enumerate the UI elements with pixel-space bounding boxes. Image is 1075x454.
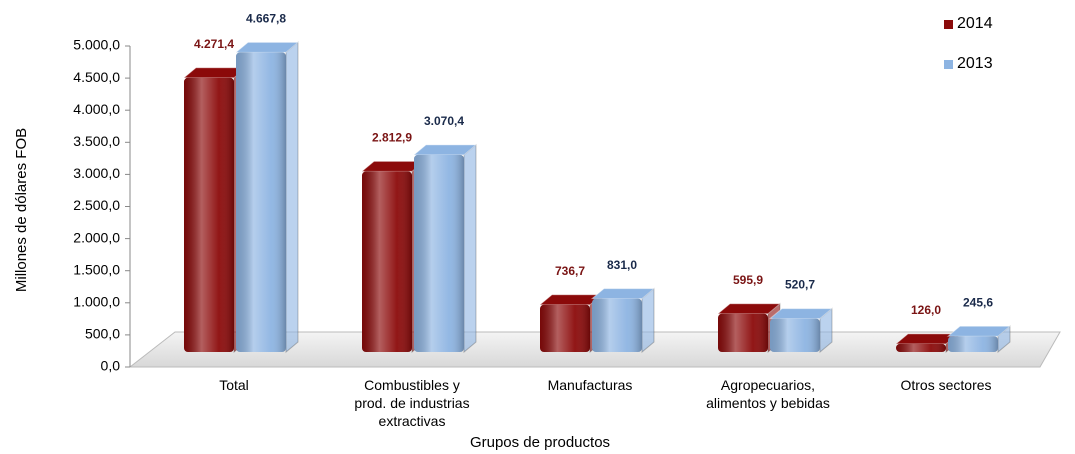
value-label: 245,6 [963,295,993,309]
y-tick-label: 1.000,0 [73,294,120,310]
x-tick-label: Agropecuarios, alimentos y bebidas [706,377,830,411]
x-tick-line: Manufacturas [548,377,633,393]
value-label: 126,0 [911,303,941,317]
bar-shine [236,52,286,352]
y-tick-label: 2.500,0 [73,197,120,213]
bar-shine [718,313,768,352]
bar-shine [414,154,464,352]
y-axis-title: Millones de dólares FOB [13,128,30,292]
y-tick-label: 3.000,0 [73,165,120,181]
value-label: 2.812,9 [372,131,412,145]
legend-swatch [944,20,953,29]
x-tick-label: Manufacturas [548,377,633,393]
value-label: 595,9 [733,273,763,287]
value-label: 4.667,8 [246,11,286,25]
x-tick-label: Combustibles y prod. de industrias extract… [354,377,469,429]
bar-side [285,41,299,354]
x-tick-line: Otros sectores [900,377,991,393]
bar-shine [770,318,820,352]
value-label: 3.070,4 [424,114,464,128]
x-tick-line: Agropecuarios, [721,377,815,393]
x-tick-line: Total [219,377,249,393]
y-tick-label: 500,0 [85,326,120,342]
legend-label: 2013 [957,55,993,72]
y-tick-label: 2.000,0 [73,229,120,245]
value-label: 831,0 [607,258,637,272]
x-tick-line: alimentos y bebidas [706,395,830,411]
bar-shine [184,77,234,352]
bar-shine [540,304,590,352]
bar-side [641,287,655,354]
x-tick-label: Otros sectores [900,377,991,393]
y-tick-label: 4.500,0 [73,69,120,85]
legend-label: 2014 [957,15,993,32]
y-tick-label: 5.000,0 [73,37,120,53]
x-tick-line: prod. de industrias [354,395,469,411]
y-tick-label: 0,0 [101,358,121,374]
x-axis-title: Grupos de productos [470,434,610,451]
value-label: 4.271,4 [194,37,234,51]
x-tick-label: Total [219,377,249,393]
y-tick-label: 4.000,0 [73,101,120,117]
x-tick-line: extractivas [379,413,446,429]
bar-shine [362,171,412,352]
x-tick-line: Combustibles y [364,377,460,393]
value-label: 520,7 [785,278,815,292]
bar-side [463,143,477,354]
bar-shine [896,343,946,352]
y-tick-label: 1.500,0 [73,261,120,277]
value-label: 736,7 [555,264,585,278]
legend-swatch [944,60,953,69]
bar-shine [592,298,642,352]
bar-shine [948,336,998,352]
y-tick-label: 3.500,0 [73,133,120,149]
